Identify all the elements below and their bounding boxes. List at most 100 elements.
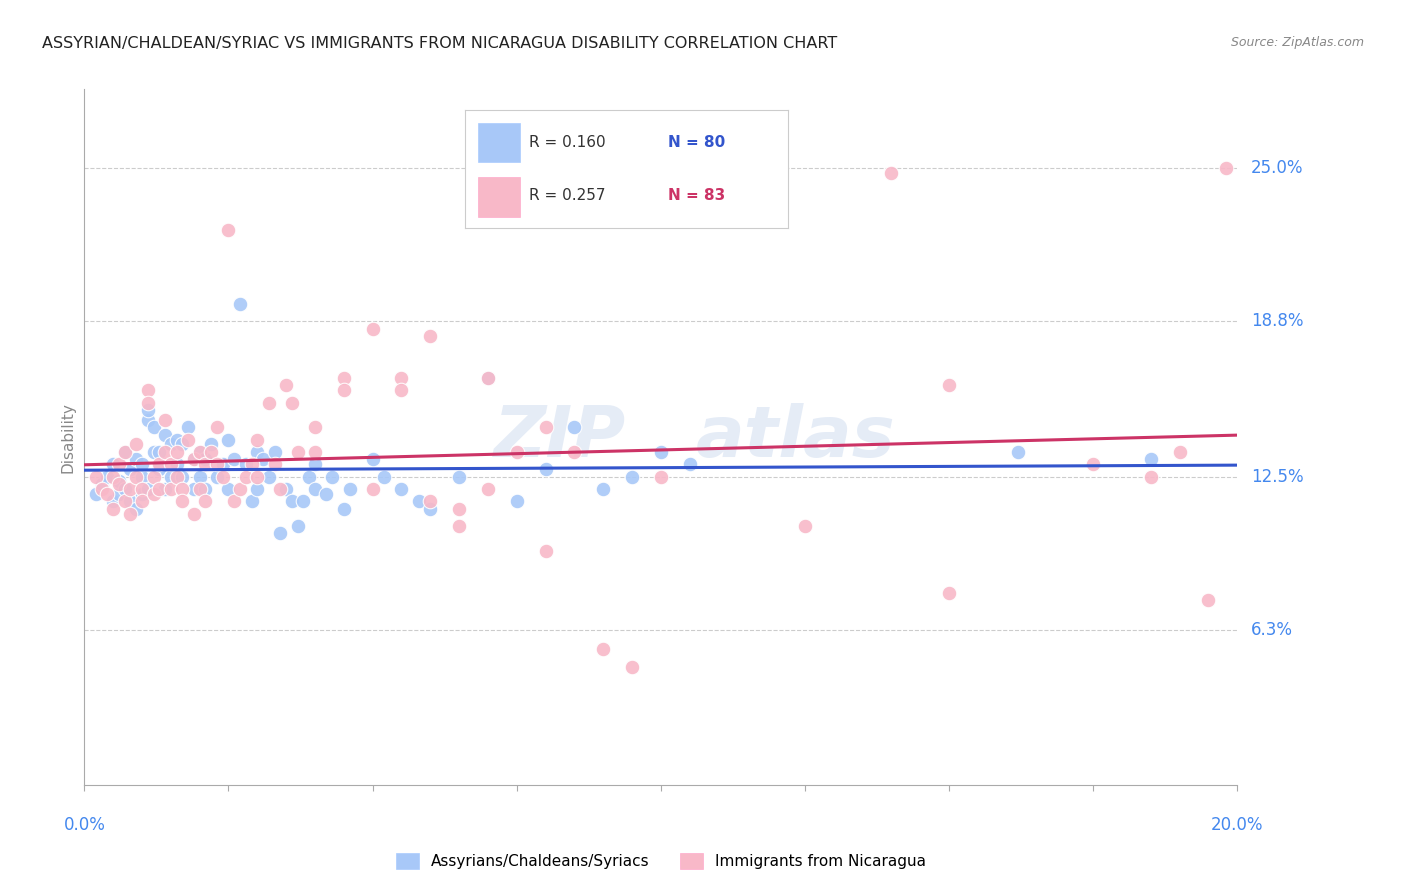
Point	[194, 457, 217, 471]
Point	[177, 433, 200, 447]
Point	[1083, 457, 1105, 471]
Point	[142, 420, 165, 434]
Point	[880, 166, 903, 180]
Point	[592, 642, 614, 657]
Point	[304, 445, 326, 459]
Point	[211, 457, 233, 471]
Point	[938, 378, 960, 392]
Point	[391, 383, 413, 397]
Point	[1007, 445, 1029, 459]
Point	[125, 469, 148, 483]
Point	[534, 543, 557, 558]
Point	[136, 395, 159, 409]
Point	[229, 297, 252, 311]
Point	[938, 585, 960, 599]
Point	[276, 482, 298, 496]
Point	[1140, 469, 1163, 483]
Point	[205, 420, 228, 434]
Point	[125, 452, 148, 467]
Text: 20.0%: 20.0%	[1211, 815, 1264, 833]
Point	[304, 420, 326, 434]
Point	[90, 482, 112, 496]
Point	[160, 437, 183, 451]
Point	[183, 452, 205, 467]
Text: 0.0%: 0.0%	[63, 815, 105, 833]
Point	[592, 482, 614, 496]
Point	[200, 437, 222, 451]
Point	[160, 469, 183, 483]
Point	[131, 457, 153, 471]
Point	[153, 427, 176, 442]
Point	[269, 482, 291, 496]
Point	[120, 482, 142, 496]
Point	[114, 482, 136, 496]
Point	[148, 482, 170, 496]
Point	[281, 395, 304, 409]
Point	[131, 487, 153, 501]
Point	[108, 487, 131, 501]
Point	[263, 457, 285, 471]
Point	[142, 469, 165, 483]
Point	[166, 457, 188, 471]
Point	[281, 494, 304, 508]
Point	[218, 433, 240, 447]
Point	[257, 469, 280, 483]
Point	[263, 445, 285, 459]
Point	[218, 482, 240, 496]
Point	[276, 378, 298, 392]
Point	[218, 223, 240, 237]
Point	[194, 452, 217, 467]
Point	[103, 469, 124, 483]
Point	[194, 482, 217, 496]
Point	[148, 445, 170, 459]
Point	[96, 469, 118, 483]
Text: atlas: atlas	[696, 402, 896, 472]
Point	[621, 659, 644, 673]
Point	[153, 445, 176, 459]
Point	[136, 482, 159, 496]
Point	[235, 469, 257, 483]
Point	[621, 469, 644, 483]
Point	[120, 462, 142, 476]
Point	[108, 475, 131, 489]
Point	[292, 494, 315, 508]
Point	[224, 494, 246, 508]
Point	[90, 477, 112, 491]
Point	[304, 482, 326, 496]
Point	[391, 482, 413, 496]
Point	[246, 482, 269, 496]
Point	[321, 469, 343, 483]
Point	[142, 487, 165, 501]
Point	[103, 494, 124, 508]
Point	[114, 494, 136, 508]
Point	[84, 487, 107, 501]
Text: 6.3%: 6.3%	[1251, 621, 1294, 639]
Point	[287, 519, 309, 533]
Point	[477, 482, 499, 496]
Point	[166, 433, 188, 447]
Point	[103, 501, 124, 516]
Point	[148, 457, 170, 471]
Point	[1215, 161, 1237, 176]
Text: 25.0%: 25.0%	[1251, 159, 1303, 178]
Y-axis label: Disability: Disability	[60, 401, 76, 473]
Point	[194, 494, 217, 508]
Point	[257, 395, 280, 409]
Point	[120, 494, 142, 508]
Point	[449, 469, 471, 483]
Point	[153, 413, 176, 427]
Point	[136, 383, 159, 397]
Point	[287, 445, 309, 459]
Point	[373, 469, 395, 483]
Point	[172, 494, 194, 508]
Point	[1140, 452, 1163, 467]
Point	[269, 526, 291, 541]
Point	[131, 494, 153, 508]
Point	[84, 469, 107, 483]
Point	[333, 371, 356, 385]
Point	[564, 445, 586, 459]
Point	[333, 501, 356, 516]
Point	[298, 469, 321, 483]
Point	[419, 494, 441, 508]
Point	[246, 469, 269, 483]
